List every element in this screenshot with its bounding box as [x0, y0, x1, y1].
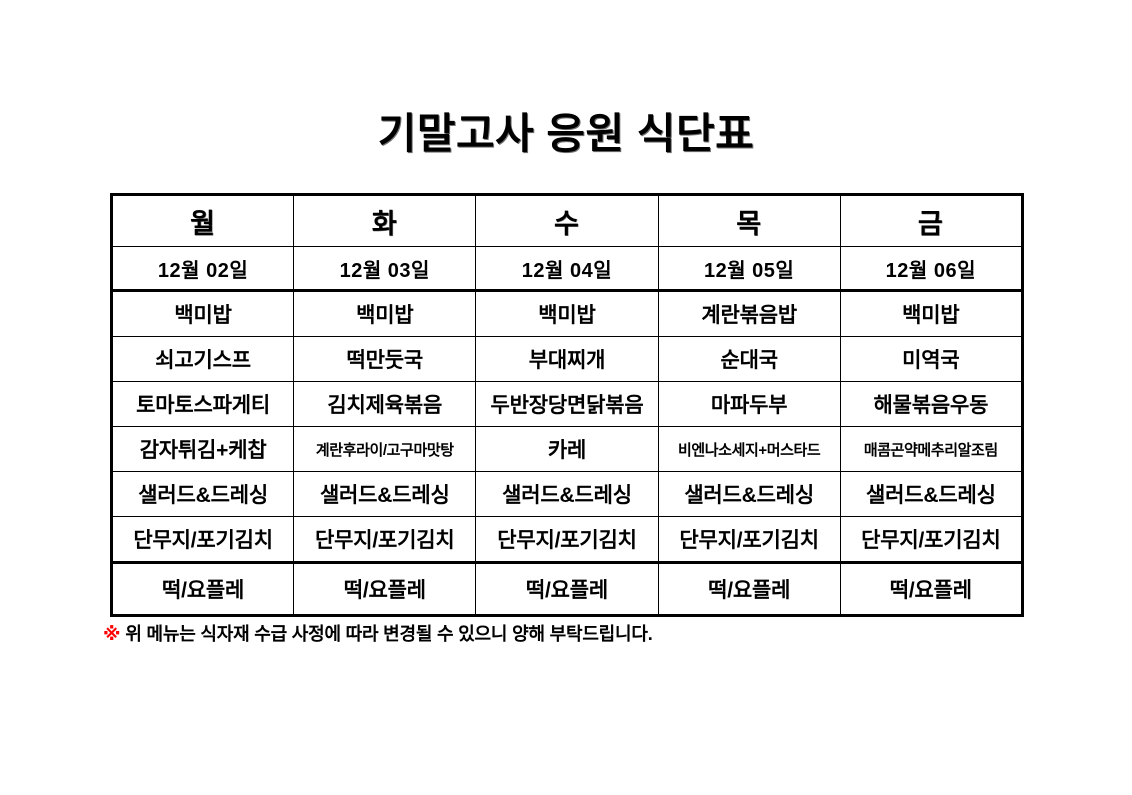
menu-cell: 카레 [475, 426, 659, 472]
footnote-text: 위 메뉴는 식자재 수급 사정에 따라 변경될 수 있으니 양해 부탁드립니다. [125, 624, 653, 644]
weekday-header-cell: 목 [657, 194, 841, 247]
menu-cell: 김치제육볶음 [293, 381, 477, 427]
date-cell: 12월 02일 [110, 246, 295, 292]
menu-row-main-dish: 토마토스파게티 김치제육볶음 두반장당면닭볶음 마파두부 해물볶음우동 [110, 381, 1023, 427]
menu-row-soup: 쇠고기스프 떡만둣국 부대찌개 순대국 미역국 [110, 336, 1023, 382]
date-cell: 12월 03일 [293, 246, 477, 292]
reference-mark-icon: ※ [103, 624, 121, 644]
menu-cell: 샐러드&드레싱 [110, 471, 295, 517]
menu-cell: 단무지/포기김치 [657, 516, 841, 563]
menu-row-salad: 샐러드&드레싱 샐러드&드레싱 샐러드&드레싱 샐러드&드레싱 샐러드&드레싱 [110, 471, 1023, 517]
menu-cell: 백미밥 [293, 290, 477, 337]
menu-cell: 미역국 [839, 336, 1023, 382]
page-title-container: 기말고사 응원 식단표 [0, 110, 1132, 157]
menu-row-side-dish: 감자튀김+케찹 계란후라이/고구마맛탕 카레 비엔나소세지+머스타드 매콤곤약메… [110, 426, 1023, 472]
menu-cell: 단무지/포기김치 [293, 516, 477, 563]
menu-cell: 비엔나소세지+머스타드 [657, 426, 841, 472]
menu-cell: 떡/요플레 [293, 561, 477, 616]
date-cell: 12월 04일 [475, 246, 659, 292]
menu-cell: 매콤곤약메추리알조림 [839, 426, 1023, 472]
date-cell: 12월 05일 [657, 246, 841, 292]
meal-plan-table-container: 월 화 수 목 금 12월 02일 12월 03일 12월 04일 12월 05… [110, 193, 1024, 617]
menu-cell: 백미밥 [475, 290, 659, 337]
weekday-header-cell: 월 [110, 194, 295, 247]
menu-row-kimchi: 단무지/포기김치 단무지/포기김치 단무지/포기김치 단무지/포기김치 단무지/… [110, 516, 1023, 563]
weekday-header-row: 월 화 수 목 금 [110, 194, 1023, 247]
menu-cell: 쇠고기스프 [110, 336, 295, 382]
menu-cell: 떡/요플레 [110, 561, 295, 616]
table-body: 백미밥 백미밥 백미밥 계란볶음밥 백미밥 쇠고기스프 떡만둣국 부대찌개 순대… [110, 290, 1023, 616]
menu-cell: 샐러드&드레싱 [657, 471, 841, 517]
menu-cell: 순대국 [657, 336, 841, 382]
menu-cell: 떡만둣국 [293, 336, 477, 382]
menu-cell: 떡/요플레 [475, 561, 659, 616]
page-title: 기말고사 응원 식단표 [377, 110, 755, 157]
menu-cell: 계란후라이/고구마맛탕 [293, 426, 477, 472]
menu-cell: 부대찌개 [475, 336, 659, 382]
menu-cell: 단무지/포기김치 [839, 516, 1023, 563]
weekday-header-cell: 화 [293, 194, 477, 247]
menu-cell: 샐러드&드레싱 [839, 471, 1023, 517]
menu-cell: 단무지/포기김치 [475, 516, 659, 563]
menu-row-dessert: 떡/요플레 떡/요플레 떡/요플레 떡/요플레 떡/요플레 [110, 561, 1023, 616]
menu-cell: 단무지/포기김치 [110, 516, 295, 563]
menu-cell: 두반장당면닭볶음 [475, 381, 659, 427]
menu-cell: 백미밥 [110, 290, 295, 337]
weekday-header-cell: 금 [839, 194, 1023, 247]
menu-row-rice: 백미밥 백미밥 백미밥 계란볶음밥 백미밥 [110, 290, 1023, 337]
meal-plan-table: 월 화 수 목 금 12월 02일 12월 03일 12월 04일 12월 05… [110, 193, 1024, 617]
menu-cell: 떡/요플레 [657, 561, 841, 616]
menu-cell: 떡/요플레 [839, 561, 1023, 616]
menu-cell: 마파두부 [657, 381, 841, 427]
menu-cell: 감자튀김+케찹 [110, 426, 295, 472]
footnote: ※ 위 메뉴는 식자재 수급 사정에 따라 변경될 수 있으니 양해 부탁드립니다… [103, 620, 653, 646]
table-head: 월 화 수 목 금 12월 02일 12월 03일 12월 04일 12월 05… [110, 194, 1023, 292]
date-header-row: 12월 02일 12월 03일 12월 04일 12월 05일 12월 06일 [110, 246, 1023, 292]
weekday-header-cell: 수 [475, 194, 659, 247]
menu-cell: 토마토스파게티 [110, 381, 295, 427]
menu-cell: 해물볶음우동 [839, 381, 1023, 427]
menu-cell: 계란볶음밥 [657, 290, 841, 337]
menu-cell: 샐러드&드레싱 [293, 471, 477, 517]
menu-cell: 샐러드&드레싱 [475, 471, 659, 517]
menu-cell: 백미밥 [839, 290, 1023, 337]
date-cell: 12월 06일 [839, 246, 1023, 292]
